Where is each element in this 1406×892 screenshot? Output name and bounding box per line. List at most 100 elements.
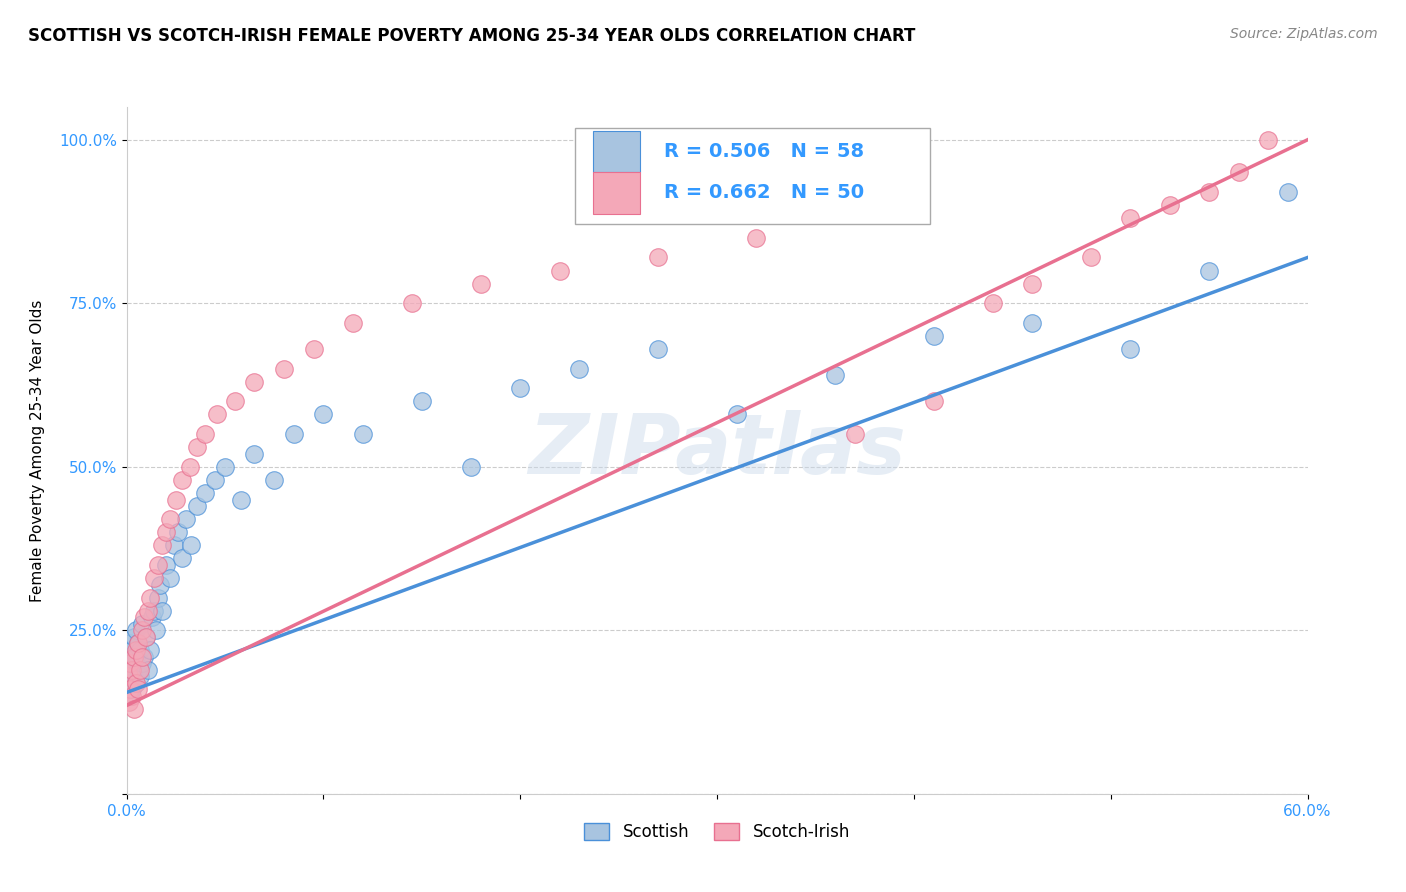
Point bbox=[460, 459, 482, 474]
Point bbox=[186, 440, 208, 454]
Point bbox=[224, 394, 246, 409]
Point bbox=[149, 577, 172, 591]
Point bbox=[145, 624, 167, 638]
Point bbox=[131, 616, 153, 631]
Point bbox=[170, 473, 193, 487]
Point bbox=[509, 381, 531, 395]
Point bbox=[194, 486, 217, 500]
Point bbox=[121, 656, 143, 670]
Legend: Scottish, Scotch-Irish: Scottish, Scotch-Irish bbox=[578, 816, 856, 847]
Point bbox=[131, 624, 153, 638]
Point bbox=[273, 361, 295, 376]
Point bbox=[204, 473, 226, 487]
Point bbox=[411, 394, 433, 409]
Point bbox=[186, 499, 208, 513]
Point bbox=[127, 636, 149, 650]
Point bbox=[125, 643, 148, 657]
Point bbox=[155, 558, 177, 572]
Point bbox=[146, 591, 169, 605]
Point bbox=[1198, 185, 1220, 199]
Point bbox=[139, 643, 162, 657]
Point bbox=[139, 591, 162, 605]
Point bbox=[1227, 165, 1250, 179]
Point bbox=[121, 643, 143, 657]
Point bbox=[129, 663, 152, 677]
Point bbox=[131, 656, 153, 670]
Point bbox=[1277, 185, 1299, 199]
Point bbox=[1119, 211, 1142, 226]
Point bbox=[170, 551, 193, 566]
Point bbox=[179, 459, 201, 474]
Point bbox=[117, 649, 139, 664]
Point bbox=[174, 512, 197, 526]
Bar bbox=[593, 131, 640, 172]
Text: R = 0.662   N = 50: R = 0.662 N = 50 bbox=[664, 184, 865, 202]
Point bbox=[159, 512, 181, 526]
Point bbox=[117, 669, 139, 683]
Point bbox=[159, 571, 181, 585]
Bar bbox=[593, 172, 640, 213]
Point bbox=[143, 571, 166, 585]
Point bbox=[312, 408, 335, 422]
Point bbox=[125, 649, 148, 664]
Point bbox=[981, 296, 1004, 310]
Point bbox=[180, 538, 202, 552]
Point bbox=[205, 408, 228, 422]
Point bbox=[121, 663, 143, 677]
Point bbox=[124, 669, 146, 683]
Point bbox=[127, 636, 149, 650]
Point bbox=[121, 689, 143, 703]
Point bbox=[135, 630, 157, 644]
Point bbox=[150, 538, 173, 552]
Point bbox=[117, 695, 139, 709]
Point bbox=[1021, 277, 1043, 291]
Point bbox=[352, 427, 374, 442]
Point bbox=[548, 263, 571, 277]
Point bbox=[1021, 316, 1043, 330]
Point bbox=[283, 427, 305, 442]
Point bbox=[120, 663, 142, 677]
Point bbox=[120, 682, 142, 697]
Point bbox=[146, 558, 169, 572]
Point bbox=[129, 669, 152, 683]
Point bbox=[647, 251, 669, 265]
Point bbox=[342, 316, 364, 330]
Point bbox=[922, 394, 945, 409]
Point bbox=[1257, 133, 1279, 147]
Point bbox=[302, 342, 325, 356]
Point bbox=[165, 492, 187, 507]
FancyBboxPatch shape bbox=[575, 128, 929, 224]
Point bbox=[163, 538, 186, 552]
Text: R = 0.506   N = 58: R = 0.506 N = 58 bbox=[664, 142, 865, 161]
Point bbox=[745, 231, 768, 245]
Point bbox=[129, 643, 152, 657]
Point bbox=[136, 663, 159, 677]
Point bbox=[135, 630, 157, 644]
Point bbox=[1119, 342, 1142, 356]
Y-axis label: Female Poverty Among 25-34 Year Olds: Female Poverty Among 25-34 Year Olds bbox=[30, 300, 45, 601]
Point bbox=[125, 675, 148, 690]
Point bbox=[124, 649, 146, 664]
Point bbox=[194, 427, 217, 442]
Point bbox=[141, 610, 163, 624]
Point bbox=[229, 492, 252, 507]
Point bbox=[401, 296, 423, 310]
Point bbox=[725, 408, 748, 422]
Point bbox=[647, 342, 669, 356]
Point bbox=[120, 656, 142, 670]
Point bbox=[134, 610, 156, 624]
Text: ZIPatlas: ZIPatlas bbox=[529, 410, 905, 491]
Point bbox=[844, 427, 866, 442]
Point bbox=[155, 525, 177, 540]
Point bbox=[121, 682, 143, 697]
Text: Source: ZipAtlas.com: Source: ZipAtlas.com bbox=[1230, 27, 1378, 41]
Text: SCOTTISH VS SCOTCH-IRISH FEMALE POVERTY AMONG 25-34 YEAR OLDS CORRELATION CHART: SCOTTISH VS SCOTCH-IRISH FEMALE POVERTY … bbox=[28, 27, 915, 45]
Point bbox=[922, 329, 945, 343]
Point bbox=[134, 649, 156, 664]
Point bbox=[124, 630, 146, 644]
Point bbox=[143, 604, 166, 618]
Point bbox=[131, 649, 153, 664]
Point bbox=[150, 604, 173, 618]
Point bbox=[243, 447, 266, 461]
Point bbox=[124, 702, 146, 716]
